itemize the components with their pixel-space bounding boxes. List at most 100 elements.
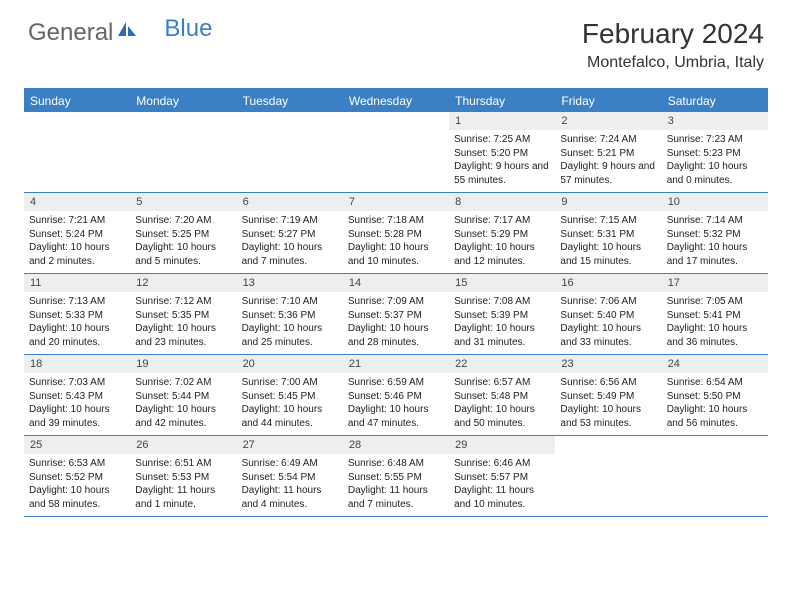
day-details: Sunrise: 7:17 AMSunset: 5:29 PMDaylight:… xyxy=(449,211,555,273)
daylight-text: Daylight: 10 hours and 31 minutes. xyxy=(454,322,550,349)
day-number: 21 xyxy=(343,355,449,373)
sunrise-text: Sunrise: 7:00 AM xyxy=(242,376,338,390)
sunrise-text: Sunrise: 7:12 AM xyxy=(135,295,231,309)
calendar-day: 15Sunrise: 7:08 AMSunset: 5:39 PMDayligh… xyxy=(449,274,555,354)
sunrise-text: Sunrise: 7:21 AM xyxy=(29,214,125,228)
day-number: 4 xyxy=(24,193,130,211)
daylight-text: Daylight: 10 hours and 58 minutes. xyxy=(29,484,125,511)
sunset-text: Sunset: 5:28 PM xyxy=(348,228,444,242)
sunset-text: Sunset: 5:29 PM xyxy=(454,228,550,242)
day-number xyxy=(237,112,343,130)
weekday-header-row: SundayMondayTuesdayWednesdayThursdayFrid… xyxy=(24,90,768,112)
day-number xyxy=(130,112,236,130)
daylight-text: Daylight: 10 hours and 47 minutes. xyxy=(348,403,444,430)
sunset-text: Sunset: 5:23 PM xyxy=(667,147,763,161)
calendar-day: 17Sunrise: 7:05 AMSunset: 5:41 PMDayligh… xyxy=(662,274,768,354)
day-number: 28 xyxy=(343,436,449,454)
sunrise-text: Sunrise: 7:20 AM xyxy=(135,214,231,228)
daylight-text: Daylight: 10 hours and 39 minutes. xyxy=(29,403,125,430)
sunrise-text: Sunrise: 6:56 AM xyxy=(560,376,656,390)
calendar-day: 5Sunrise: 7:20 AMSunset: 5:25 PMDaylight… xyxy=(130,193,236,273)
daylight-text: Daylight: 11 hours and 7 minutes. xyxy=(348,484,444,511)
daylight-text: Daylight: 10 hours and 0 minutes. xyxy=(667,160,763,187)
daylight-text: Daylight: 11 hours and 4 minutes. xyxy=(242,484,338,511)
day-details: Sunrise: 7:02 AMSunset: 5:44 PMDaylight:… xyxy=(130,373,236,435)
day-number: 14 xyxy=(343,274,449,292)
sunrise-text: Sunrise: 6:51 AM xyxy=(135,457,231,471)
sunrise-text: Sunrise: 7:17 AM xyxy=(454,214,550,228)
day-number xyxy=(343,112,449,130)
calendar-day xyxy=(555,436,661,516)
sunset-text: Sunset: 5:20 PM xyxy=(454,147,550,161)
daylight-text: Daylight: 10 hours and 53 minutes. xyxy=(560,403,656,430)
day-number: 12 xyxy=(130,274,236,292)
day-details: Sunrise: 6:59 AMSunset: 5:46 PMDaylight:… xyxy=(343,373,449,435)
sunrise-text: Sunrise: 7:25 AM xyxy=(454,133,550,147)
calendar-day: 21Sunrise: 6:59 AMSunset: 5:46 PMDayligh… xyxy=(343,355,449,435)
sunrise-text: Sunrise: 7:24 AM xyxy=(560,133,656,147)
day-number: 23 xyxy=(555,355,661,373)
day-number: 17 xyxy=(662,274,768,292)
weekday-header: Friday xyxy=(555,90,661,112)
day-details: Sunrise: 6:49 AMSunset: 5:54 PMDaylight:… xyxy=(237,454,343,516)
sunset-text: Sunset: 5:41 PM xyxy=(667,309,763,323)
day-details: Sunrise: 7:12 AMSunset: 5:35 PMDaylight:… xyxy=(130,292,236,354)
sunset-text: Sunset: 5:52 PM xyxy=(29,471,125,485)
sunrise-text: Sunrise: 7:13 AM xyxy=(29,295,125,309)
calendar-day: 20Sunrise: 7:00 AMSunset: 5:45 PMDayligh… xyxy=(237,355,343,435)
day-details: Sunrise: 6:54 AMSunset: 5:50 PMDaylight:… xyxy=(662,373,768,435)
daylight-text: Daylight: 11 hours and 10 minutes. xyxy=(454,484,550,511)
day-details: Sunrise: 7:14 AMSunset: 5:32 PMDaylight:… xyxy=(662,211,768,273)
daylight-text: Daylight: 10 hours and 5 minutes. xyxy=(135,241,231,268)
logo: General Blue xyxy=(28,18,212,47)
day-number xyxy=(24,112,130,130)
sunrise-text: Sunrise: 7:03 AM xyxy=(29,376,125,390)
header: General Blue February 2024 Montefalco, U… xyxy=(0,0,792,80)
sunrise-text: Sunrise: 6:54 AM xyxy=(667,376,763,390)
day-details: Sunrise: 7:08 AMSunset: 5:39 PMDaylight:… xyxy=(449,292,555,354)
calendar-day: 9Sunrise: 7:15 AMSunset: 5:31 PMDaylight… xyxy=(555,193,661,273)
calendar-day: 8Sunrise: 7:17 AMSunset: 5:29 PMDaylight… xyxy=(449,193,555,273)
sunset-text: Sunset: 5:36 PM xyxy=(242,309,338,323)
sunset-text: Sunset: 5:46 PM xyxy=(348,390,444,404)
daylight-text: Daylight: 10 hours and 10 minutes. xyxy=(348,241,444,268)
weekday-header: Tuesday xyxy=(237,90,343,112)
day-details: Sunrise: 7:03 AMSunset: 5:43 PMDaylight:… xyxy=(24,373,130,435)
day-number xyxy=(662,436,768,454)
sunrise-text: Sunrise: 7:18 AM xyxy=(348,214,444,228)
weekday-header: Wednesday xyxy=(343,90,449,112)
sunrise-text: Sunrise: 6:46 AM xyxy=(454,457,550,471)
sunrise-text: Sunrise: 6:57 AM xyxy=(454,376,550,390)
day-number: 22 xyxy=(449,355,555,373)
daylight-text: Daylight: 10 hours and 25 minutes. xyxy=(242,322,338,349)
daylight-text: Daylight: 10 hours and 28 minutes. xyxy=(348,322,444,349)
day-details: Sunrise: 6:48 AMSunset: 5:55 PMDaylight:… xyxy=(343,454,449,516)
sunset-text: Sunset: 5:43 PM xyxy=(29,390,125,404)
calendar-day: 7Sunrise: 7:18 AMSunset: 5:28 PMDaylight… xyxy=(343,193,449,273)
sunset-text: Sunset: 5:25 PM xyxy=(135,228,231,242)
location-text: Montefalco, Umbria, Italy xyxy=(582,54,764,72)
sunset-text: Sunset: 5:40 PM xyxy=(560,309,656,323)
calendar-day: 22Sunrise: 6:57 AMSunset: 5:48 PMDayligh… xyxy=(449,355,555,435)
daylight-text: Daylight: 10 hours and 20 minutes. xyxy=(29,322,125,349)
daylight-text: Daylight: 10 hours and 36 minutes. xyxy=(667,322,763,349)
day-number: 1 xyxy=(449,112,555,130)
sunrise-text: Sunrise: 6:59 AM xyxy=(348,376,444,390)
calendar-day: 24Sunrise: 6:54 AMSunset: 5:50 PMDayligh… xyxy=(662,355,768,435)
day-details: Sunrise: 7:06 AMSunset: 5:40 PMDaylight:… xyxy=(555,292,661,354)
sunrise-text: Sunrise: 6:48 AM xyxy=(348,457,444,471)
calendar-week: 11Sunrise: 7:13 AMSunset: 5:33 PMDayligh… xyxy=(24,274,768,355)
calendar-day: 2Sunrise: 7:24 AMSunset: 5:21 PMDaylight… xyxy=(555,112,661,192)
sunset-text: Sunset: 5:45 PM xyxy=(242,390,338,404)
sunset-text: Sunset: 5:37 PM xyxy=(348,309,444,323)
sunset-text: Sunset: 5:21 PM xyxy=(560,147,656,161)
day-number: 10 xyxy=(662,193,768,211)
day-details: Sunrise: 7:00 AMSunset: 5:45 PMDaylight:… xyxy=(237,373,343,435)
sunset-text: Sunset: 5:32 PM xyxy=(667,228,763,242)
day-details: Sunrise: 6:57 AMSunset: 5:48 PMDaylight:… xyxy=(449,373,555,435)
sunset-text: Sunset: 5:24 PM xyxy=(29,228,125,242)
day-number: 11 xyxy=(24,274,130,292)
daylight-text: Daylight: 10 hours and 15 minutes. xyxy=(560,241,656,268)
day-details: Sunrise: 7:09 AMSunset: 5:37 PMDaylight:… xyxy=(343,292,449,354)
day-details: Sunrise: 7:19 AMSunset: 5:27 PMDaylight:… xyxy=(237,211,343,273)
